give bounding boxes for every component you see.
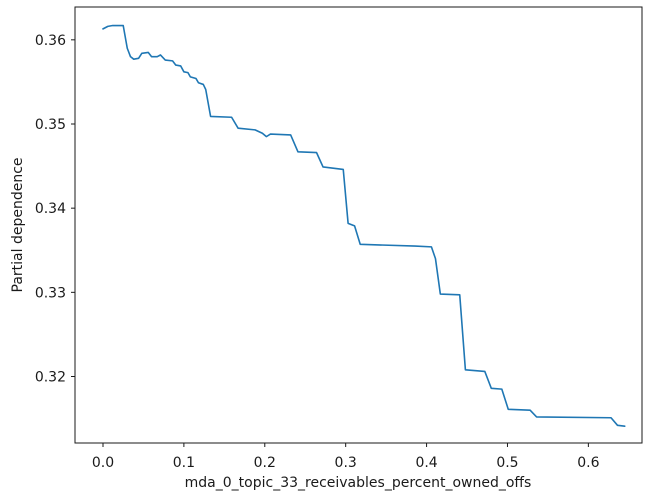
axes-spines [74, 6, 643, 444]
y-tick-label: 0.35 [35, 117, 66, 133]
y-tick-label: 0.34 [35, 201, 66, 217]
x-tick-label: 0.1 [173, 455, 195, 471]
y-tick-label: 0.36 [35, 33, 66, 49]
x-tick-label: 0.6 [577, 455, 599, 471]
y-axis-ticks: 0.32 0.33 0.34 0.35 0.36 [35, 33, 75, 386]
x-tick-label: 0.5 [496, 455, 518, 471]
y-tick-label: 0.32 [35, 370, 66, 386]
y-axis-label: Partial dependence [10, 157, 26, 292]
x-tick-label: 0.0 [92, 455, 114, 471]
x-axis-ticks: 0.0 0.1 0.2 0.3 0.4 0.5 0.6 [92, 443, 600, 471]
x-axis-label: mda_0_topic_33_receivables_percent_owned… [185, 475, 532, 491]
x-tick-label: 0.2 [254, 455, 276, 471]
x-tick-label: 0.3 [335, 455, 357, 471]
y-tick-label: 0.33 [35, 285, 66, 301]
x-tick-label: 0.4 [415, 455, 437, 471]
pdp-line [102, 24, 626, 427]
